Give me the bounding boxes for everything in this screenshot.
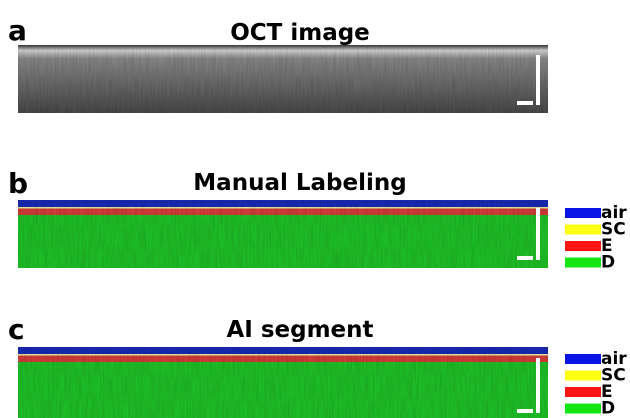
segmentation-image [18, 347, 548, 418]
panel-label: b [8, 167, 28, 200]
legend-label: D [601, 399, 615, 418]
legend-swatch [565, 225, 601, 235]
legend-swatch [565, 371, 601, 381]
panel-label: a [8, 14, 27, 47]
panel-title: Manual Labeling [193, 170, 406, 196]
legend-swatch [565, 241, 601, 251]
legend-label: D [601, 253, 615, 273]
scale-bar [517, 256, 533, 260]
scale-bar [536, 208, 540, 260]
legend-swatch [565, 404, 601, 414]
segmentation-image [18, 200, 548, 268]
panel-label: c [8, 313, 25, 346]
legend-swatch [565, 258, 601, 268]
scale-bar [536, 358, 540, 413]
legend-swatch [565, 387, 601, 397]
legend-swatch [565, 354, 601, 364]
legend-swatch [565, 208, 601, 218]
panel-title: AI segment [226, 317, 373, 343]
scale-bar [517, 409, 533, 413]
figure: a OCT image b Manual Labeling c AI segme… [0, 0, 630, 418]
panel-title: OCT image [230, 20, 370, 46]
oct-image [18, 45, 548, 113]
